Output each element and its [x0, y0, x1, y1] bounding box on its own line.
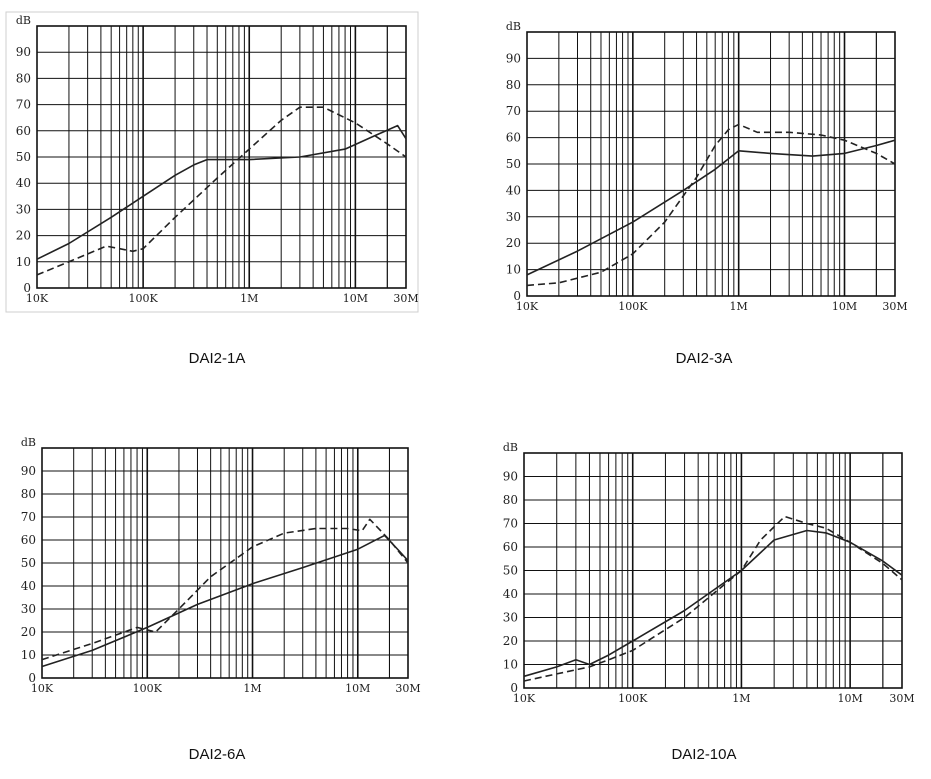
y-tick-label: 30 [16, 202, 31, 216]
x-tick-label: 1M [730, 300, 748, 313]
caption-dai2-6a: DAI2-6A [188, 746, 246, 763]
y-tick-label: 90 [16, 45, 31, 59]
y-tick-label: 10 [16, 255, 31, 269]
x-tick-label: 1M [240, 292, 258, 305]
y-tick-label: 20 [21, 625, 36, 639]
x-tick-label: 100K [618, 692, 648, 705]
series-line-dashed [523, 515, 903, 682]
x-tick-label: 10K [516, 300, 539, 313]
y-tick-label: 50 [506, 157, 521, 171]
y-tick-label: 50 [21, 556, 36, 570]
caption-dai2-10a: DAI2-10A [671, 746, 737, 763]
y-tick-label: 40 [506, 183, 521, 197]
series-line-dashed [36, 106, 407, 276]
x-tick-label: 30M [882, 300, 907, 313]
x-tick-label: 10K [26, 292, 49, 305]
y-tick-label: 30 [21, 602, 36, 616]
y-tick-label: 40 [16, 176, 31, 190]
y-tick-label: 90 [503, 470, 518, 484]
x-tick-label: 10K [31, 682, 54, 695]
x-tick-label: 10K [513, 692, 536, 705]
series-line-dashed [41, 518, 409, 661]
y-axis-label: dB [506, 20, 521, 33]
x-tick-label: 10M [837, 692, 862, 705]
y-tick-label: 60 [503, 540, 518, 554]
plot-frame [523, 452, 903, 689]
y-tick-label: 60 [16, 124, 31, 138]
y-tick-label: 80 [16, 71, 31, 85]
y-axis-label: dB [503, 441, 518, 454]
y-tick-label: 70 [16, 98, 31, 112]
y-tick-label: 10 [21, 648, 36, 662]
y-tick-label: 30 [506, 210, 521, 224]
y-tick-label: 60 [506, 131, 521, 145]
y-tick-label: 70 [503, 517, 518, 531]
y-tick-label: 40 [21, 579, 36, 593]
series-line-solid [526, 139, 896, 276]
y-tick-label: 90 [21, 464, 36, 478]
y-tick-label: 0 [510, 681, 518, 695]
y-tick-label: 20 [506, 236, 521, 250]
horizontal-gridlines [37, 25, 406, 263]
x-tick-label: 1M [732, 692, 750, 705]
x-tick-label: 1M [243, 682, 261, 695]
y-tick-label: 20 [16, 229, 31, 243]
series-line-solid [523, 529, 903, 678]
x-tick-label: 10M [345, 682, 370, 695]
y-tick-label: 80 [503, 493, 518, 507]
y-tick-label: 80 [506, 78, 521, 92]
y-axis-label: dB [21, 436, 36, 449]
y-tick-label: 70 [21, 510, 36, 524]
caption-dai2-3a: DAI2-3A [675, 350, 733, 367]
y-tick-label: 10 [503, 658, 518, 672]
y-tick-label: 90 [506, 51, 521, 65]
x-tick-label: 100K [133, 682, 163, 695]
y-tick-label: 50 [16, 150, 31, 164]
x-tick-label: 100K [129, 292, 159, 305]
x-tick-label: 30M [889, 692, 914, 705]
y-tick-label: 40 [503, 587, 518, 601]
x-tick-label: 10M [832, 300, 857, 313]
y-tick-label: 0 [513, 289, 521, 303]
y-tick-label: 0 [23, 281, 31, 295]
y-tick-label: 60 [21, 533, 36, 547]
horizontal-gridlines [527, 31, 895, 271]
y-tick-label: 50 [503, 564, 518, 578]
x-tick-label: 30M [395, 682, 420, 695]
y-tick-label: 30 [503, 611, 518, 625]
x-tick-label: 30M [393, 292, 418, 305]
series-line-solid [36, 124, 407, 260]
y-tick-label: 80 [21, 487, 36, 501]
x-tick-label: 100K [618, 300, 648, 313]
x-tick-label: 10M [343, 292, 368, 305]
y-tick-label: 70 [506, 104, 521, 118]
y-tick-label: 20 [503, 634, 518, 648]
y-axis-label: dB [16, 14, 31, 27]
caption-dai2-1a: DAI2-1A [188, 350, 246, 367]
outer-frame [5, 11, 419, 313]
series-line-dashed [526, 123, 896, 287]
y-tick-label: 10 [506, 263, 521, 277]
y-tick-label: 0 [28, 671, 36, 685]
